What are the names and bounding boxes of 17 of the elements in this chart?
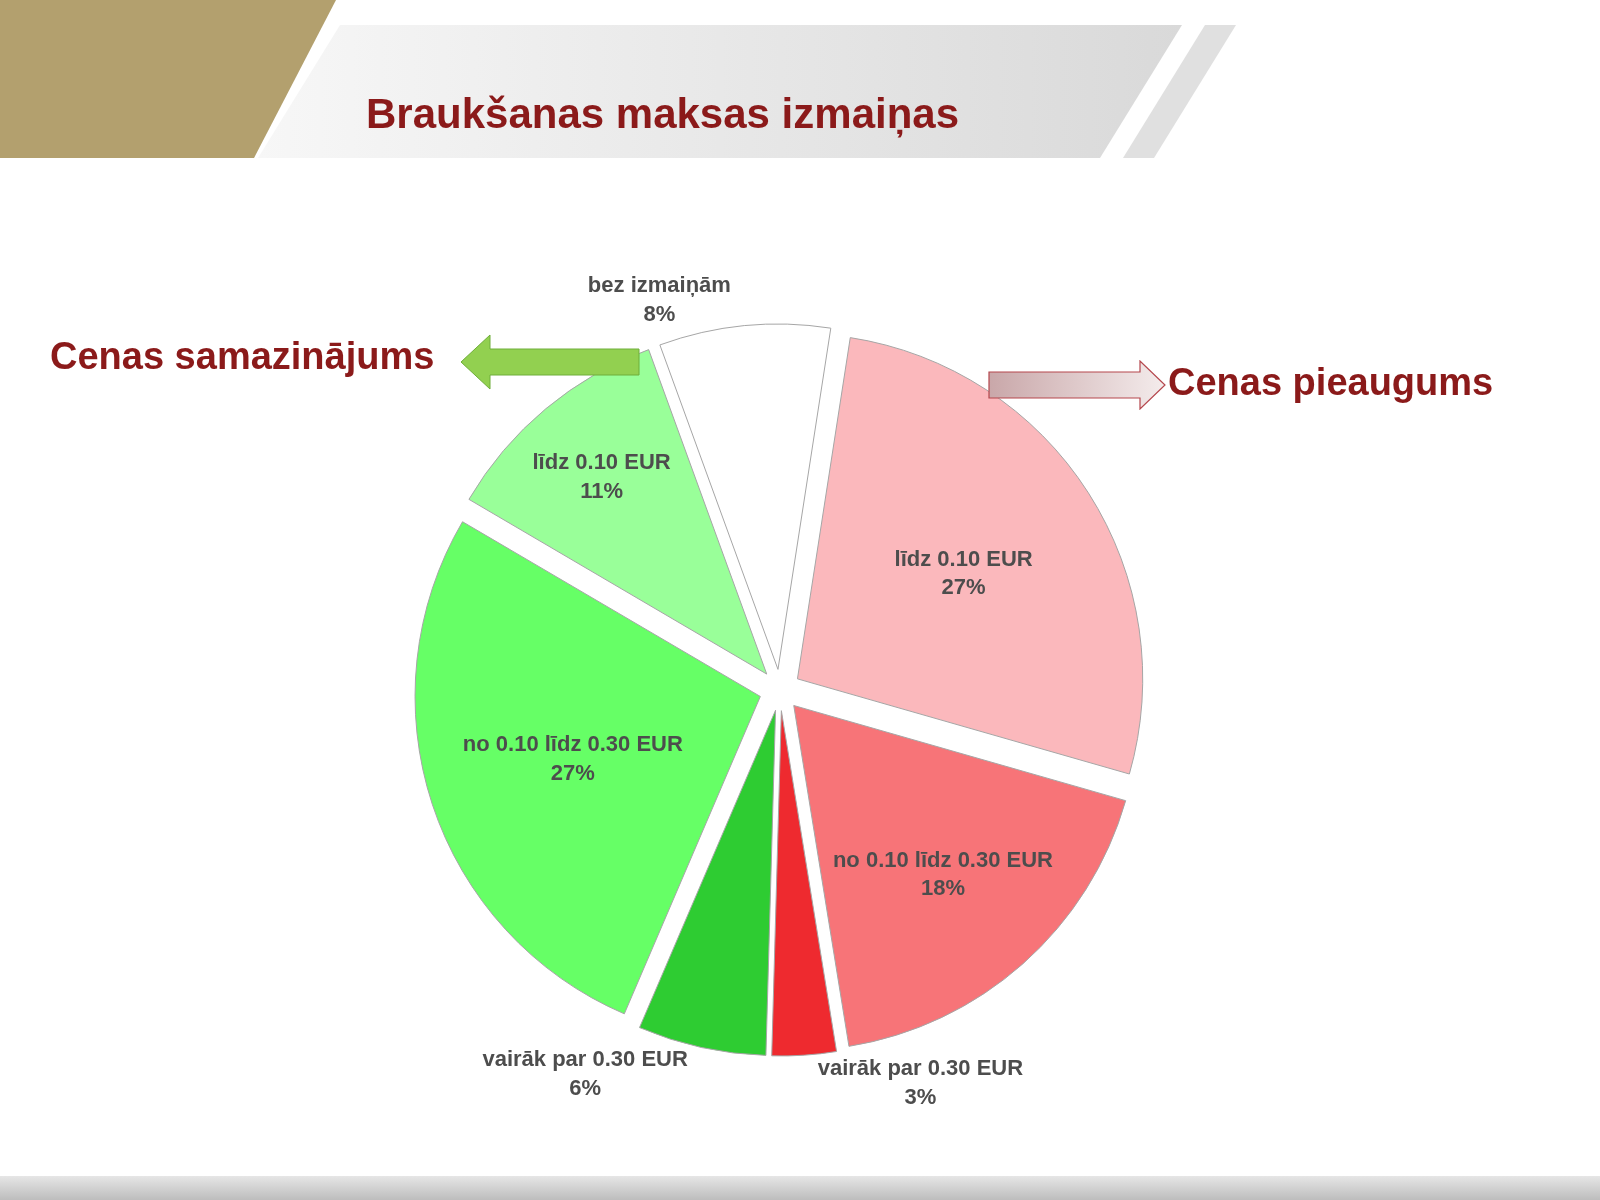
data-label: 18% — [920, 875, 965, 901]
slice-label: vairāk par 0.30 EUR — [817, 1055, 1024, 1081]
data-label: 8% — [643, 301, 676, 326]
slice-label: no 0.10 līdz 0.30 EUR — [832, 846, 1054, 872]
text: Cenas pieaugums — [1168, 361, 1494, 403]
slice-label: līdz 0.10 EUR — [532, 449, 671, 475]
data-label: 27% — [941, 574, 986, 600]
data-label: 6% — [569, 1074, 602, 1100]
text: Cenas samazinājums — [50, 335, 435, 377]
data-label: 3% — [904, 1083, 937, 1109]
slice-label: no 0.10 līdz 0.30 EUR — [462, 731, 683, 757]
slice-label: līdz 0.10 EUR — [894, 545, 1033, 571]
chart-title: Braukšanas maksas izmaiņas — [366, 89, 960, 138]
slice-label: vairāk par 0.30 EUR — [482, 1046, 689, 1072]
data-label: 11% — [580, 477, 623, 503]
slice-label: bez izmaiņām — [587, 272, 731, 298]
data-label: 27% — [550, 759, 595, 785]
